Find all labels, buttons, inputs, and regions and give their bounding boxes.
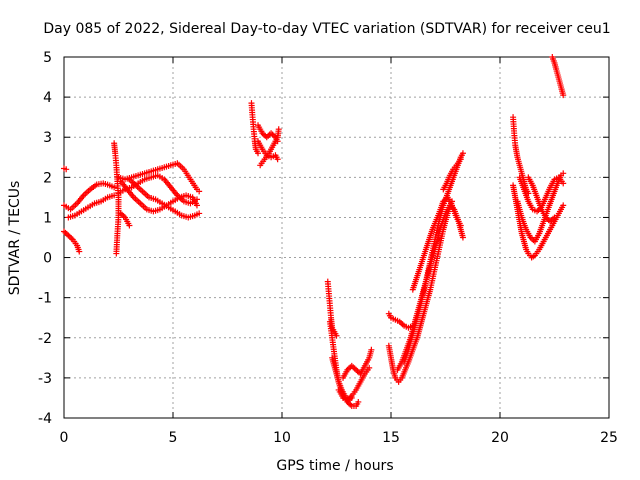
x-tick-label: 15 bbox=[382, 430, 400, 446]
x-tick-label: 20 bbox=[491, 430, 509, 446]
y-tick-label: -4 bbox=[38, 411, 52, 427]
data-point bbox=[111, 184, 118, 191]
data-point bbox=[366, 364, 373, 371]
y-tick-label: 2 bbox=[43, 170, 52, 186]
x-tick-label: 10 bbox=[273, 430, 291, 446]
data-point bbox=[255, 150, 262, 157]
x-tick-label: 5 bbox=[169, 430, 178, 446]
y-axis-label: SDTVAR / TECUs bbox=[7, 181, 23, 296]
y-tick-label: -3 bbox=[38, 371, 52, 387]
data-point bbox=[196, 188, 203, 195]
data-point bbox=[113, 250, 120, 257]
data-point bbox=[355, 398, 362, 405]
data-point bbox=[126, 222, 133, 229]
data-point bbox=[560, 202, 567, 209]
y-tick-label: 0 bbox=[43, 251, 52, 267]
x-tick-label: 0 bbox=[60, 430, 69, 446]
data-point bbox=[560, 170, 567, 177]
chart-title: Day 085 of 2022, Sidereal Day-to-day VTE… bbox=[43, 21, 610, 37]
data-point bbox=[560, 92, 567, 99]
grid-lines bbox=[64, 57, 609, 418]
axis-ticks: 0 5 10 15 20 25 -4 -3 -2 -1 0 1 2 3 4 5 bbox=[38, 50, 618, 446]
data-point bbox=[76, 248, 83, 255]
data-point bbox=[459, 234, 466, 241]
x-axis-label: GPS time / hours bbox=[276, 458, 393, 474]
data-point bbox=[193, 202, 200, 209]
plot-frame bbox=[63, 56, 610, 419]
data-point bbox=[457, 156, 464, 163]
data-points bbox=[61, 54, 567, 409]
y-tick-label: 3 bbox=[43, 130, 52, 146]
data-point bbox=[560, 180, 567, 187]
data-point bbox=[275, 126, 282, 133]
x-tick-label: 25 bbox=[600, 430, 618, 446]
data-point bbox=[551, 214, 558, 221]
data-point bbox=[274, 156, 281, 163]
data-point bbox=[459, 150, 466, 157]
data-point bbox=[457, 222, 464, 229]
data-point bbox=[63, 166, 70, 173]
data-point bbox=[368, 346, 375, 353]
y-tick-label: 4 bbox=[43, 90, 52, 106]
data-point bbox=[196, 210, 203, 217]
y-tick-label: 5 bbox=[43, 50, 52, 66]
y-tick-label: -1 bbox=[38, 291, 52, 307]
y-tick-label: 1 bbox=[43, 210, 52, 226]
y-tick-label: -2 bbox=[38, 331, 52, 347]
